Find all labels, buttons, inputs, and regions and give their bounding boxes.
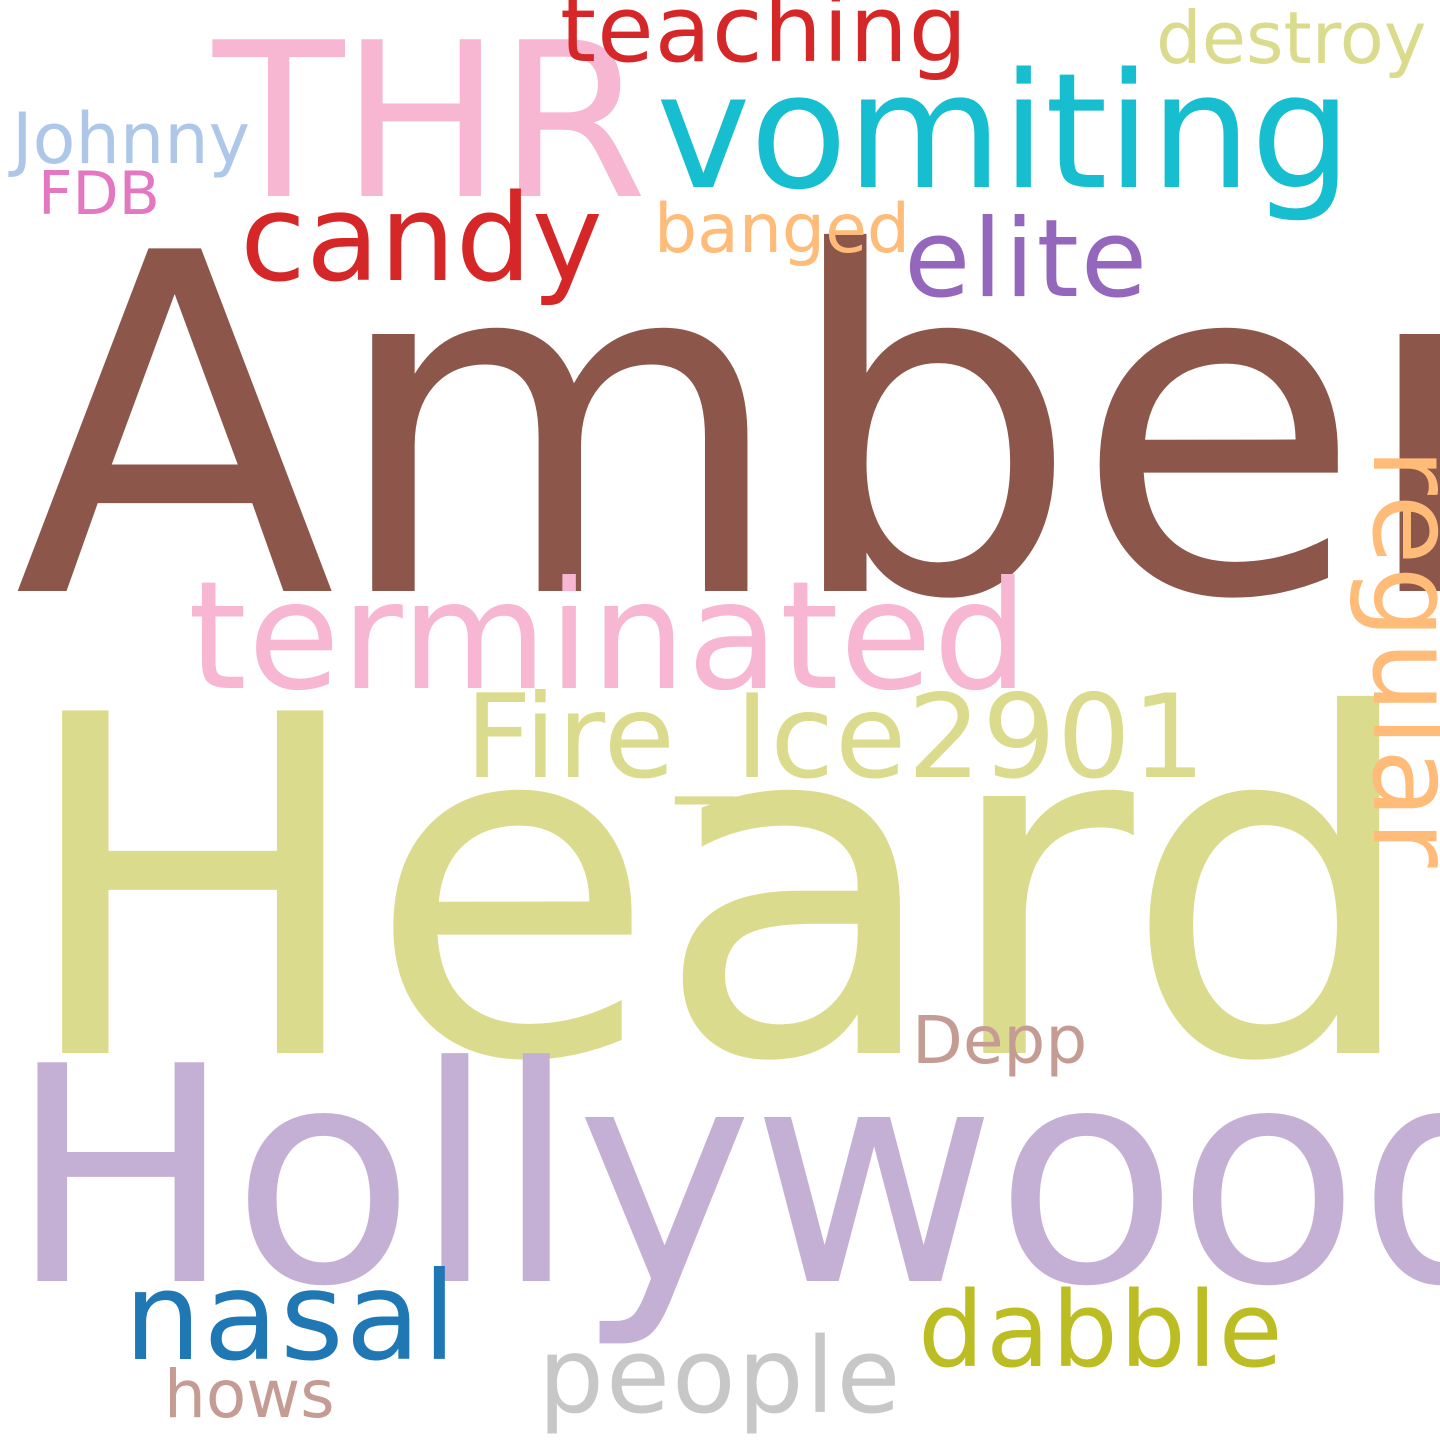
word-johnny: Johnny: [12, 98, 250, 180]
word-hollywood: Hollywood: [8, 1003, 1440, 1352]
word-people: people: [538, 1315, 903, 1437]
word-terminated: terminated: [188, 550, 1030, 724]
word-fdb: FDB: [38, 159, 160, 229]
word-fire-ice2901: Fire_Ice2901: [465, 670, 1207, 805]
word-vomiting: vomiting: [656, 38, 1352, 225]
word-candy: candy: [240, 170, 603, 309]
word-nasal: nasal: [124, 1246, 459, 1388]
word-teaching: teaching: [560, 0, 969, 83]
word-amber: Amber: [14, 155, 1440, 702]
word-elite: elite: [904, 197, 1150, 322]
word-hows: hows: [164, 1356, 335, 1433]
word-dabble: dabble: [918, 1269, 1285, 1391]
word-regular: regular: [1347, 448, 1440, 870]
word-heard: Heard: [16, 617, 1422, 1164]
word-thr: THR: [213, 0, 647, 247]
word-depp: Depp: [912, 1002, 1088, 1079]
word-banged: banged: [654, 190, 911, 269]
word-destroy: destroy: [1156, 0, 1427, 80]
